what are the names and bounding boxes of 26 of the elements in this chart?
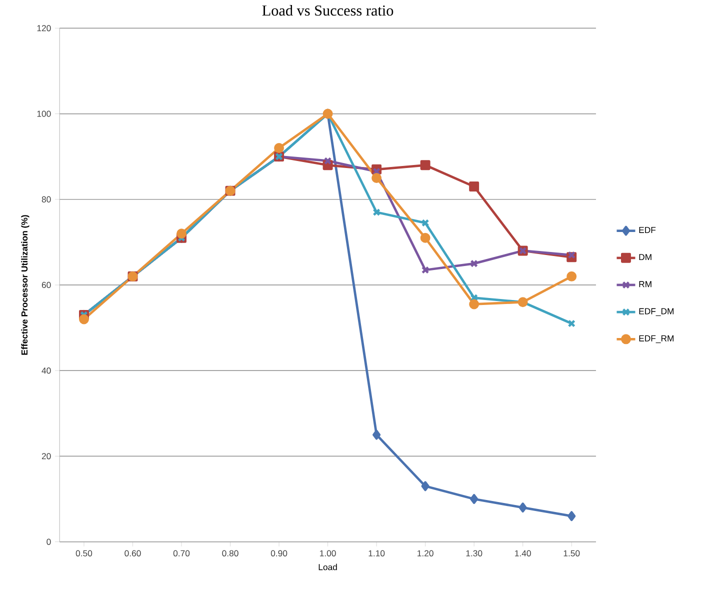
x-tick-label: 1.10	[368, 550, 385, 556]
x-tick-label: 1.50	[564, 550, 580, 556]
x-tick-label: 0.50	[76, 550, 92, 556]
legend-label: RM	[639, 281, 652, 288]
y-tick-label: 40	[42, 368, 51, 374]
chart-title: Load vs Success ratio	[262, 5, 394, 16]
x-tick-label: 0.80	[222, 550, 238, 556]
legend-label: DM	[639, 254, 652, 260]
legend-label: EDF_RM	[639, 335, 674, 344]
legend-label: EDF_DM	[639, 308, 674, 316]
x-tick-label: 1.40	[515, 550, 531, 556]
y-tick-label: 60	[42, 282, 51, 288]
x-tick-label: 1.20	[418, 550, 434, 556]
y-tick-label: 120	[37, 25, 51, 32]
x-tick-label: 1.00	[320, 550, 336, 556]
y-axis-title: Effective Processor Utilization (%)	[21, 215, 30, 355]
y-tick-label: 20	[42, 453, 51, 460]
x-tick-label: 0.60	[124, 550, 141, 556]
x-tick-label: 0.90	[270, 550, 288, 556]
y-tick-label: 80	[42, 196, 51, 202]
x-tick-label: 1.30	[466, 550, 482, 556]
legend-label: EDF	[639, 227, 656, 233]
y-tick-label: 100	[37, 110, 51, 117]
y-tick-label: 0	[46, 538, 51, 545]
x-axis-title: Load	[318, 564, 337, 570]
x-tick-label: 0.70	[173, 550, 190, 556]
